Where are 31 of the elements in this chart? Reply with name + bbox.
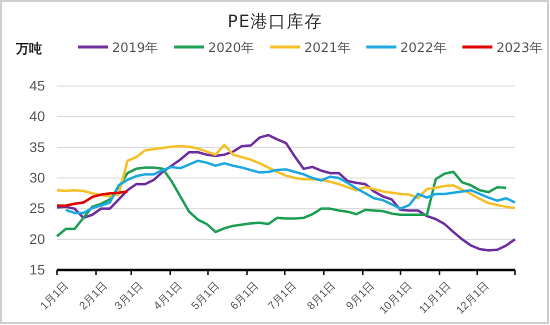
y-tick-label: 40 (29, 108, 46, 124)
y-tick-label: 35 (29, 138, 46, 155)
x-tick-label: 9月1日 (344, 280, 377, 312)
legend-label: 2022年 (400, 41, 446, 56)
line-series (64, 160, 516, 214)
x-tick-label: 12月1日 (454, 280, 492, 317)
x-tick-label: 11月1日 (417, 280, 454, 316)
y-tick-label: 30 (29, 169, 46, 186)
y-tick-label: 20 (29, 230, 46, 247)
y-tick-label: 25 (29, 200, 46, 216)
x-tick-label: 6月1日 (228, 280, 262, 312)
line-series (56, 144, 516, 210)
y-tick-label: 45 (29, 77, 46, 94)
y-axis-title: 万吨 (15, 42, 42, 57)
x-tick-label: 8月1日 (305, 280, 338, 312)
y-tick-label: 15 (29, 261, 46, 278)
chart-title: PE港口库存 (228, 12, 322, 32)
x-tick-label: 4月1日 (152, 280, 184, 312)
legend-label: 2019年 (112, 41, 158, 56)
line-series (56, 166, 508, 238)
legend-label: 2020年 (208, 41, 254, 56)
legend-label: 2021年 (304, 41, 350, 56)
x-tick-label: 2月1日 (77, 280, 110, 312)
x-tick-label: 3月1日 (112, 280, 146, 312)
line-series (56, 190, 129, 207)
x-tick-label: 5月1日 (189, 280, 222, 312)
legend-label: 2023年 (496, 41, 542, 56)
x-tick-label: 7月1日 (266, 280, 299, 312)
x-tick-label: 1月1日 (38, 280, 72, 312)
line-series (56, 134, 516, 252)
x-tick-label: 10月1日 (378, 280, 415, 317)
